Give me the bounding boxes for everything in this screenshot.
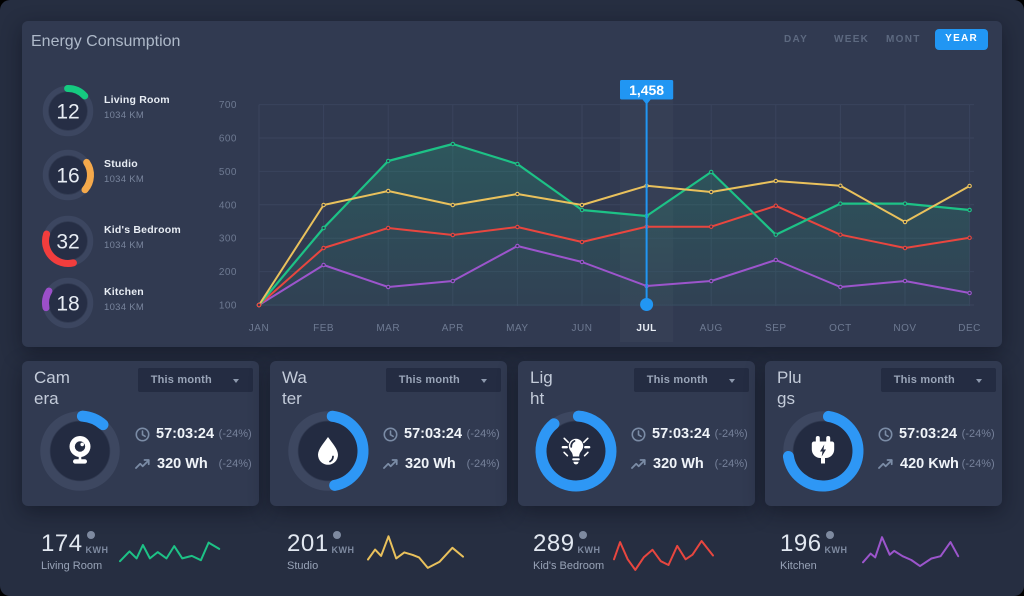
svg-text:APR: APR (442, 323, 464, 334)
svg-text:SEP: SEP (765, 323, 787, 334)
svg-text:200: 200 (219, 267, 237, 278)
svg-text:JAN: JAN (249, 323, 269, 334)
svg-text:700: 700 (219, 100, 237, 111)
svg-text:32: 32 (56, 230, 79, 253)
svg-text:NOV: NOV (893, 323, 916, 334)
svg-text:400: 400 (219, 200, 237, 211)
svg-text:300: 300 (219, 234, 237, 245)
svg-text:500: 500 (219, 167, 237, 178)
svg-text:MAY: MAY (506, 323, 528, 334)
svg-text:1,458: 1,458 (629, 82, 664, 98)
svg-text:AUG: AUG (700, 323, 723, 334)
svg-text:100: 100 (219, 301, 237, 312)
svg-text:18: 18 (56, 292, 79, 315)
svg-text:FEB: FEB (313, 323, 334, 334)
svg-text:DEC: DEC (958, 323, 981, 334)
svg-text:16: 16 (56, 164, 79, 187)
svg-text:JUL: JUL (636, 323, 656, 334)
svg-text:12: 12 (56, 101, 79, 124)
svg-text:OCT: OCT (829, 323, 852, 334)
svg-text:JUN: JUN (572, 323, 593, 334)
svg-text:MAR: MAR (376, 323, 400, 334)
svg-text:600: 600 (219, 134, 237, 145)
